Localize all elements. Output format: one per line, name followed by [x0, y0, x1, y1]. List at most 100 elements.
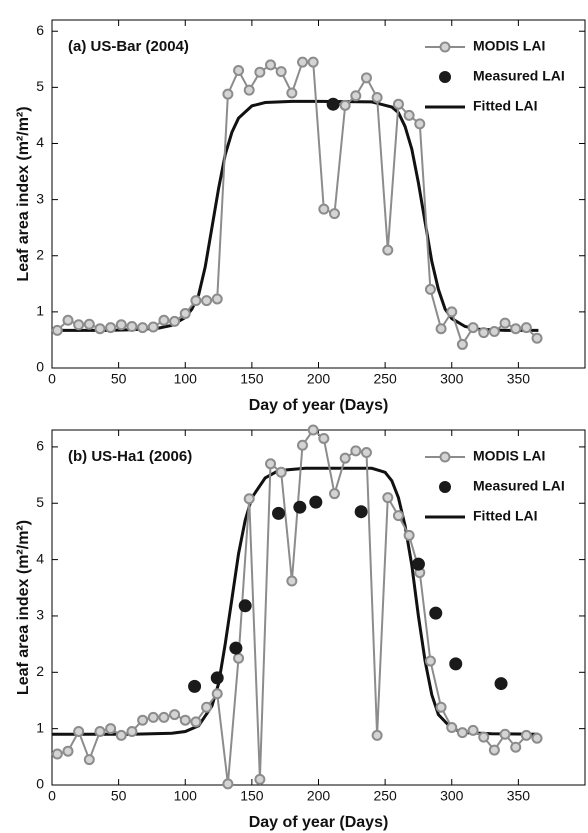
data-point	[275, 66, 287, 78]
data-point	[435, 701, 447, 713]
x-tick-label: 300	[440, 371, 464, 387]
data-point	[211, 293, 223, 305]
data-point	[488, 744, 500, 756]
data-point	[105, 723, 117, 735]
data-point	[467, 724, 479, 736]
data-point	[233, 652, 245, 664]
data-point	[307, 56, 319, 68]
data-point	[371, 91, 383, 103]
data-point	[510, 323, 522, 335]
data-point	[243, 84, 255, 96]
data-point	[238, 599, 252, 613]
series-line	[52, 99, 539, 332]
series-line	[56, 61, 538, 347]
series-line	[52, 466, 539, 736]
y-tick-label: 4	[36, 550, 44, 566]
legend-marker	[439, 451, 451, 463]
data-point	[520, 322, 532, 334]
data-point	[494, 677, 508, 691]
data-point	[446, 722, 458, 734]
legend-marker	[439, 41, 451, 53]
chart-title: (b) US-Ha1 (2006)	[68, 448, 192, 465]
data-point	[254, 773, 266, 785]
data-point	[126, 725, 138, 737]
y-tick-label: 2	[36, 246, 44, 262]
data-point	[360, 447, 372, 459]
x-tick-label: 250	[373, 788, 397, 804]
data-point	[350, 90, 362, 102]
data-point	[499, 728, 511, 740]
data-point	[105, 322, 117, 334]
x-tick-label: 350	[507, 788, 531, 804]
data-point	[201, 295, 213, 307]
x-tick-label: 0	[48, 788, 56, 804]
data-point	[222, 88, 234, 100]
y-axis-label: Leaf area index (m²/m²)	[15, 106, 32, 281]
y-tick-label: 2	[36, 663, 44, 679]
data-point	[478, 327, 490, 339]
y-tick-label: 3	[36, 607, 44, 623]
data-point	[210, 671, 224, 685]
x-tick-label: 0	[48, 371, 56, 387]
data-point	[126, 320, 138, 332]
data-point	[265, 59, 277, 71]
data-point	[188, 679, 202, 693]
y-tick-label: 1	[36, 719, 44, 735]
data-point	[73, 725, 85, 737]
legend-label: MODIS LAI	[473, 448, 545, 464]
x-tick-label: 200	[307, 788, 331, 804]
data-point	[179, 308, 191, 320]
data-point	[339, 99, 351, 111]
y-tick-label: 0	[36, 359, 44, 375]
data-point	[446, 306, 458, 318]
legend-label: MODIS LAI	[473, 38, 545, 54]
data-point	[467, 322, 479, 334]
data-point	[275, 466, 287, 478]
x-tick-label: 50	[111, 371, 127, 387]
chart-title: (a) US-Bar (2004)	[68, 38, 189, 55]
data-point	[147, 321, 159, 333]
data-point	[328, 488, 340, 500]
data-point	[499, 317, 511, 329]
legend-label: Fitted LAI	[473, 98, 538, 114]
data-point	[147, 711, 159, 723]
data-point	[424, 283, 436, 295]
data-point	[478, 731, 490, 743]
x-tick-label: 100	[174, 371, 198, 387]
data-point	[392, 510, 404, 522]
data-point	[326, 97, 340, 111]
data-point	[293, 500, 307, 514]
y-axis-label: Leaf area index (m²/m²)	[15, 520, 32, 695]
x-tick-label: 350	[507, 371, 531, 387]
data-point	[456, 727, 468, 739]
data-point	[382, 492, 394, 504]
axes-box	[51, 19, 586, 369]
data-point	[286, 87, 298, 99]
y-tick-label: 6	[36, 438, 44, 454]
data-point	[229, 641, 243, 655]
data-point	[403, 529, 415, 541]
legend-marker	[439, 481, 451, 493]
data-point	[435, 323, 447, 335]
data-point	[190, 295, 202, 307]
x-axis-label: Day of year (Days)	[249, 814, 389, 831]
data-point	[158, 314, 170, 326]
data-point	[179, 714, 191, 726]
y-tick-label: 5	[36, 78, 44, 94]
data-point	[201, 701, 213, 713]
data-point	[403, 109, 415, 121]
data-point	[169, 315, 181, 327]
data-point	[339, 452, 351, 464]
x-tick-label: 300	[440, 788, 464, 804]
data-point	[51, 748, 63, 760]
y-tick-label: 6	[36, 22, 44, 38]
x-tick-label: 150	[240, 371, 264, 387]
data-point	[328, 208, 340, 220]
legend-label: Measured LAI	[473, 478, 565, 494]
x-tick-label: 200	[307, 371, 331, 387]
y-tick-label: 3	[36, 190, 44, 206]
data-point	[83, 318, 95, 330]
data-point	[520, 729, 532, 741]
y-tick-label: 5	[36, 494, 44, 510]
